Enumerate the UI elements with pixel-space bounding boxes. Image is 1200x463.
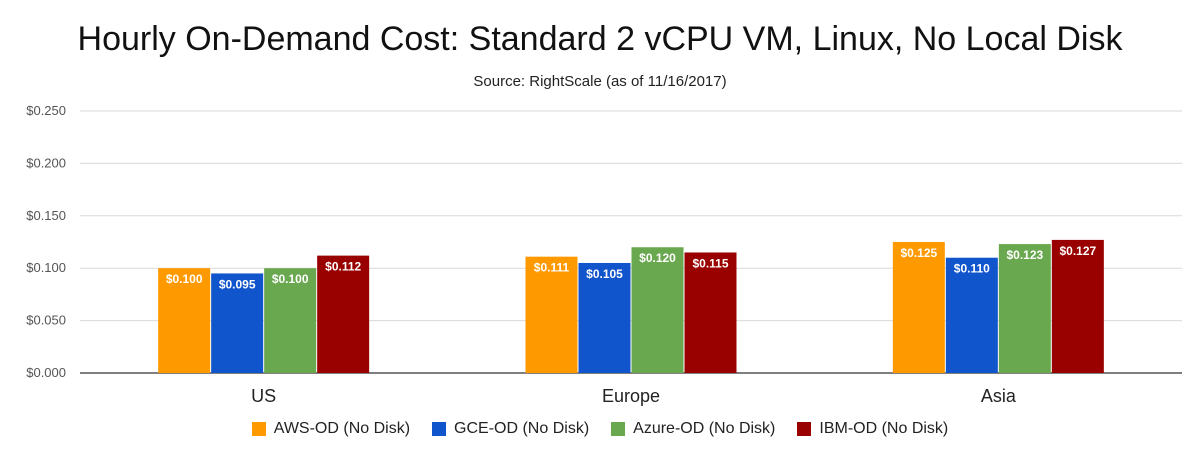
data-label: $0.095 [219, 277, 256, 291]
data-label: $0.125 [900, 246, 937, 260]
legend-swatch [251, 422, 266, 436]
chart-subtitle: Source: RightScale (as of 11/16/2017) [473, 73, 727, 90]
bar [892, 242, 945, 373]
bar [578, 262, 631, 373]
bar [525, 256, 578, 373]
data-label: $0.105 [586, 267, 623, 281]
y-tick-label: $0.050 [26, 313, 66, 328]
y-tick-label: $0.150 [26, 208, 66, 223]
legend-label: IBM-OD (No Disk) [819, 420, 949, 437]
y-tick-label: $0.000 [26, 365, 66, 380]
x-tick-label: Asia [981, 386, 1017, 406]
legend-item: Azure-OD (No Disk) [611, 420, 775, 438]
data-label: $0.110 [954, 262, 990, 276]
data-label: $0.111 [534, 261, 570, 275]
legend-swatch [797, 422, 812, 436]
data-label: $0.123 [1006, 248, 1043, 262]
chart-legend: AWS-OD (No Disk) GCE-OD (No Disk) Azure-OD… [0, 420, 1200, 438]
legend-item: AWS-OD (No Disk) [251, 420, 411, 438]
data-label: $0.115 [692, 256, 728, 270]
y-tick-label: $0.250 [26, 103, 66, 118]
chart-title: Hourly On-Demand Cost: Standard 2 vCPU V… [77, 20, 1123, 58]
legend-label: Azure-OD (No Disk) [633, 420, 776, 437]
data-label: $0.100 [166, 272, 203, 286]
legend-swatch [432, 422, 447, 436]
bar [684, 252, 737, 373]
y-tick-label: $0.100 [26, 260, 66, 275]
bar [264, 268, 317, 373]
legend-swatch [611, 422, 626, 436]
legend-label: AWS-OD (No Disk) [273, 420, 411, 437]
bar [158, 268, 211, 373]
data-label: $0.100 [272, 272, 309, 286]
legend-item: GCE-OD (No Disk) [432, 420, 589, 438]
bar [631, 247, 684, 373]
data-label: $0.120 [639, 251, 676, 265]
bar [211, 273, 264, 373]
bar [945, 257, 998, 373]
bar [317, 255, 370, 373]
bar [998, 244, 1051, 373]
legend-label: GCE-OD (No Disk) [454, 420, 590, 437]
legend-item: IBM-OD (No Disk) [797, 420, 948, 438]
bar [1051, 239, 1104, 373]
x-tick-label: US [251, 386, 276, 406]
x-tick-label: Europe [602, 386, 660, 406]
y-tick-label: $0.200 [26, 155, 66, 170]
data-label: $0.127 [1059, 244, 1096, 258]
data-label: $0.112 [325, 260, 361, 274]
